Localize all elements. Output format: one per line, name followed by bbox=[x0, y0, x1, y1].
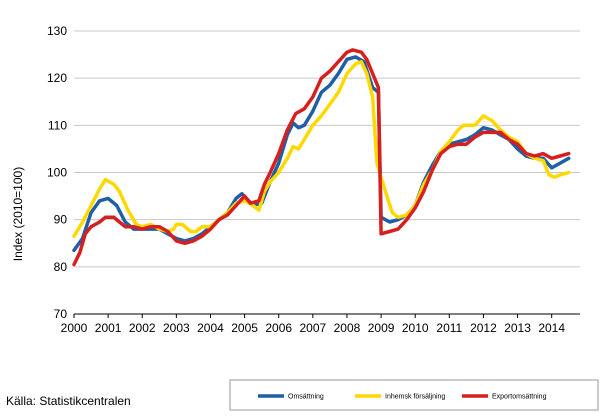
y-tick-label: 70 bbox=[54, 307, 68, 321]
series-line-3 bbox=[72, 48, 571, 267]
y-tick-labels: 70 80 90 100 110 120 130 bbox=[47, 24, 67, 321]
series-lines bbox=[72, 48, 571, 267]
x-tick-label: 2014 bbox=[538, 321, 565, 335]
x-tick-label: 2013 bbox=[504, 321, 531, 335]
y-tick-label: 120 bbox=[47, 71, 67, 85]
x-tick-label: 2008 bbox=[334, 321, 361, 335]
y-tick-label: 110 bbox=[48, 118, 67, 132]
source-note: Källa: Statistikcentralen bbox=[6, 394, 131, 408]
y-axis-title: Index (2010=100) bbox=[11, 167, 25, 261]
y-tick-label: 100 bbox=[47, 166, 67, 180]
gridlines bbox=[74, 30, 580, 268]
x-tick-label: 2002 bbox=[129, 321, 156, 335]
x-tick-label: 2003 bbox=[163, 321, 190, 335]
x-tick-labels: 2000 2001 2002 2003 2004 2005 2006 2007 2008 2009… bbox=[61, 314, 565, 335]
x-tick-label: 2010 bbox=[402, 321, 429, 335]
x-tick-label: 2011 bbox=[436, 321, 462, 335]
y-tick-label: 90 bbox=[54, 213, 68, 227]
legend-items: Omsättning Inhemsk försäljning Exportomsät… bbox=[258, 394, 547, 401]
x-tick-label: 2001 bbox=[95, 321, 122, 335]
x-tick-label: 2007 bbox=[299, 321, 326, 335]
y-tick-label: 80 bbox=[54, 260, 68, 274]
legend-box bbox=[229, 379, 599, 411]
x-tick-label: 2009 bbox=[368, 321, 395, 335]
x-tick-label: 2012 bbox=[470, 321, 497, 335]
x-tick-label: 2005 bbox=[231, 321, 258, 335]
legend-label: Omsättning bbox=[288, 394, 324, 401]
legend-label: Exportomsättning bbox=[492, 394, 547, 401]
x-tick-label: 2004 bbox=[197, 321, 224, 335]
x-tick-label: 2000 bbox=[61, 321, 88, 335]
x-tick-label: 2006 bbox=[265, 321, 292, 335]
y-tick-label: 130 bbox=[47, 24, 67, 38]
legend-label: Inhemsk försäljning bbox=[385, 394, 445, 401]
legend: Omsättning Inhemsk försäljning Exportomsät… bbox=[229, 379, 599, 411]
